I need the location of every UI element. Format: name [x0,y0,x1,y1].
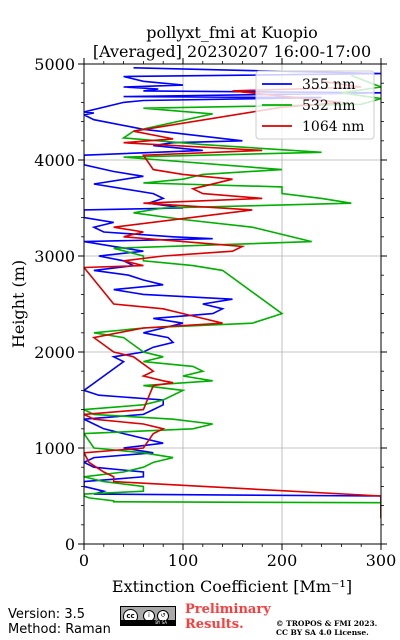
cc-badge-strip: BY SA [121,620,175,625]
preliminary-notice: Preliminary Results. [185,602,271,632]
preliminary-line1: Preliminary [185,602,271,617]
copyright-line1: © TROPOS & FMI 2023. [276,619,378,628]
y-tick-label: 1000 [34,439,75,458]
preliminary-line2: Results. [185,617,244,632]
y-axis-label: Height (m) [9,260,28,348]
y-tick-label: 2000 [34,343,75,362]
cc-sa-icon: ↺ [157,610,169,622]
series-line-532-nm [84,74,381,519]
version-text: Version: 3.5 [8,607,85,622]
x-tick-label: 100 [168,551,199,570]
y-tick-label: 3000 [34,247,75,266]
legend-label: 355 nm [302,77,355,93]
copyright-notice: © TROPOS & FMI 2023. CC BY SA 4.0 Licens… [276,619,377,637]
method-text: Method: Raman [8,622,111,637]
x-tick-label: 300 [366,551,397,570]
series-group [84,67,381,519]
y-tick-label: 5000 [34,55,75,74]
series-line-1064-nm [84,80,381,519]
legend-label: 1064 nm [302,119,364,135]
legend-box [255,70,375,140]
legend: 355 nm 532 nm 1064 nm [255,70,375,140]
x-tick-label: 200 [267,551,298,570]
x-tick-label: 0 [79,551,89,570]
copyright-line2: CC BY SA 4.0 License. [276,628,369,637]
series-line-355-nm [84,67,381,519]
cc-license-badge: cc i ↺ BY SA [120,606,176,626]
y-tick-label: 4000 [34,151,75,170]
chart-title: pollyxt_fmi at Kuopio [146,23,317,42]
plot-frame [83,63,382,545]
x-axis-label: Extinction Coefficient [Mm⁻¹] [112,577,352,596]
chart-subtitle: [Averaged] 20230207 16:00-17:00 [93,42,371,61]
y-tick-label: 0 [65,535,75,554]
legend-label: 532 nm [302,98,355,114]
